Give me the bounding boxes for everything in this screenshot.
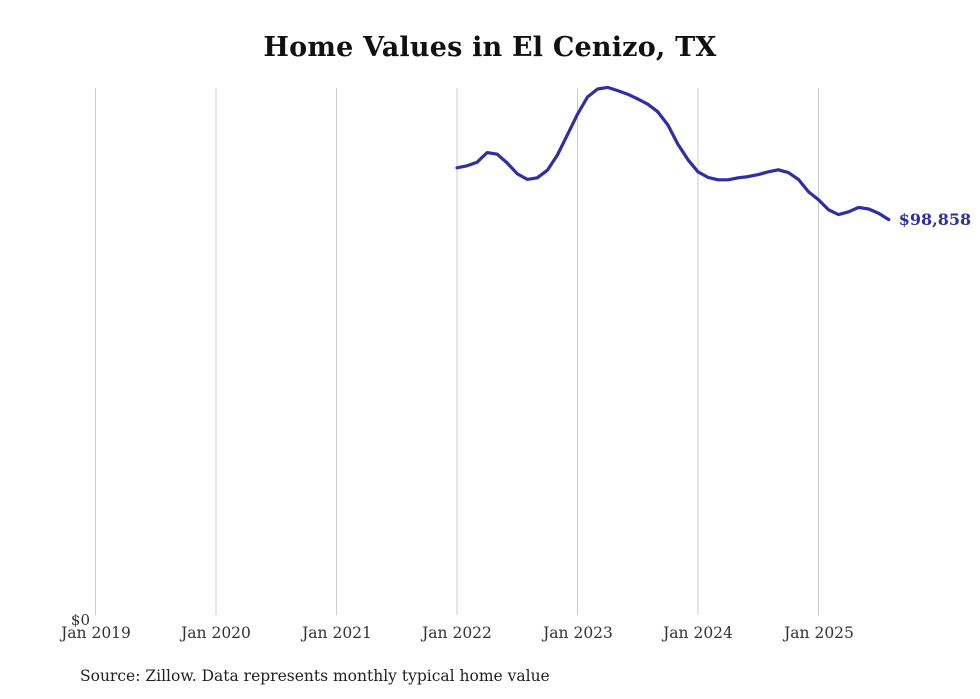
- series-end-value-label: $98,858: [898, 209, 972, 229]
- x-tick-label: Jan 2019: [61, 624, 131, 642]
- chart-title: Home Values in El Cenizo, TX: [263, 32, 717, 63]
- x-tick-label: Jan 2023: [543, 624, 613, 642]
- y-axis-zero-label: $0: [70, 611, 90, 629]
- value-line: [455, 85, 891, 222]
- x-tick-label: Jan 2024: [663, 624, 733, 642]
- x-tick-label: Jan 2020: [181, 624, 251, 642]
- x-tick-label: Jan 2025: [784, 624, 854, 642]
- x-tick-label: Jan 2021: [302, 624, 372, 642]
- source-note: Source: Zillow. Data represents monthly …: [80, 667, 550, 685]
- x-tick-label: Jan 2022: [422, 624, 492, 642]
